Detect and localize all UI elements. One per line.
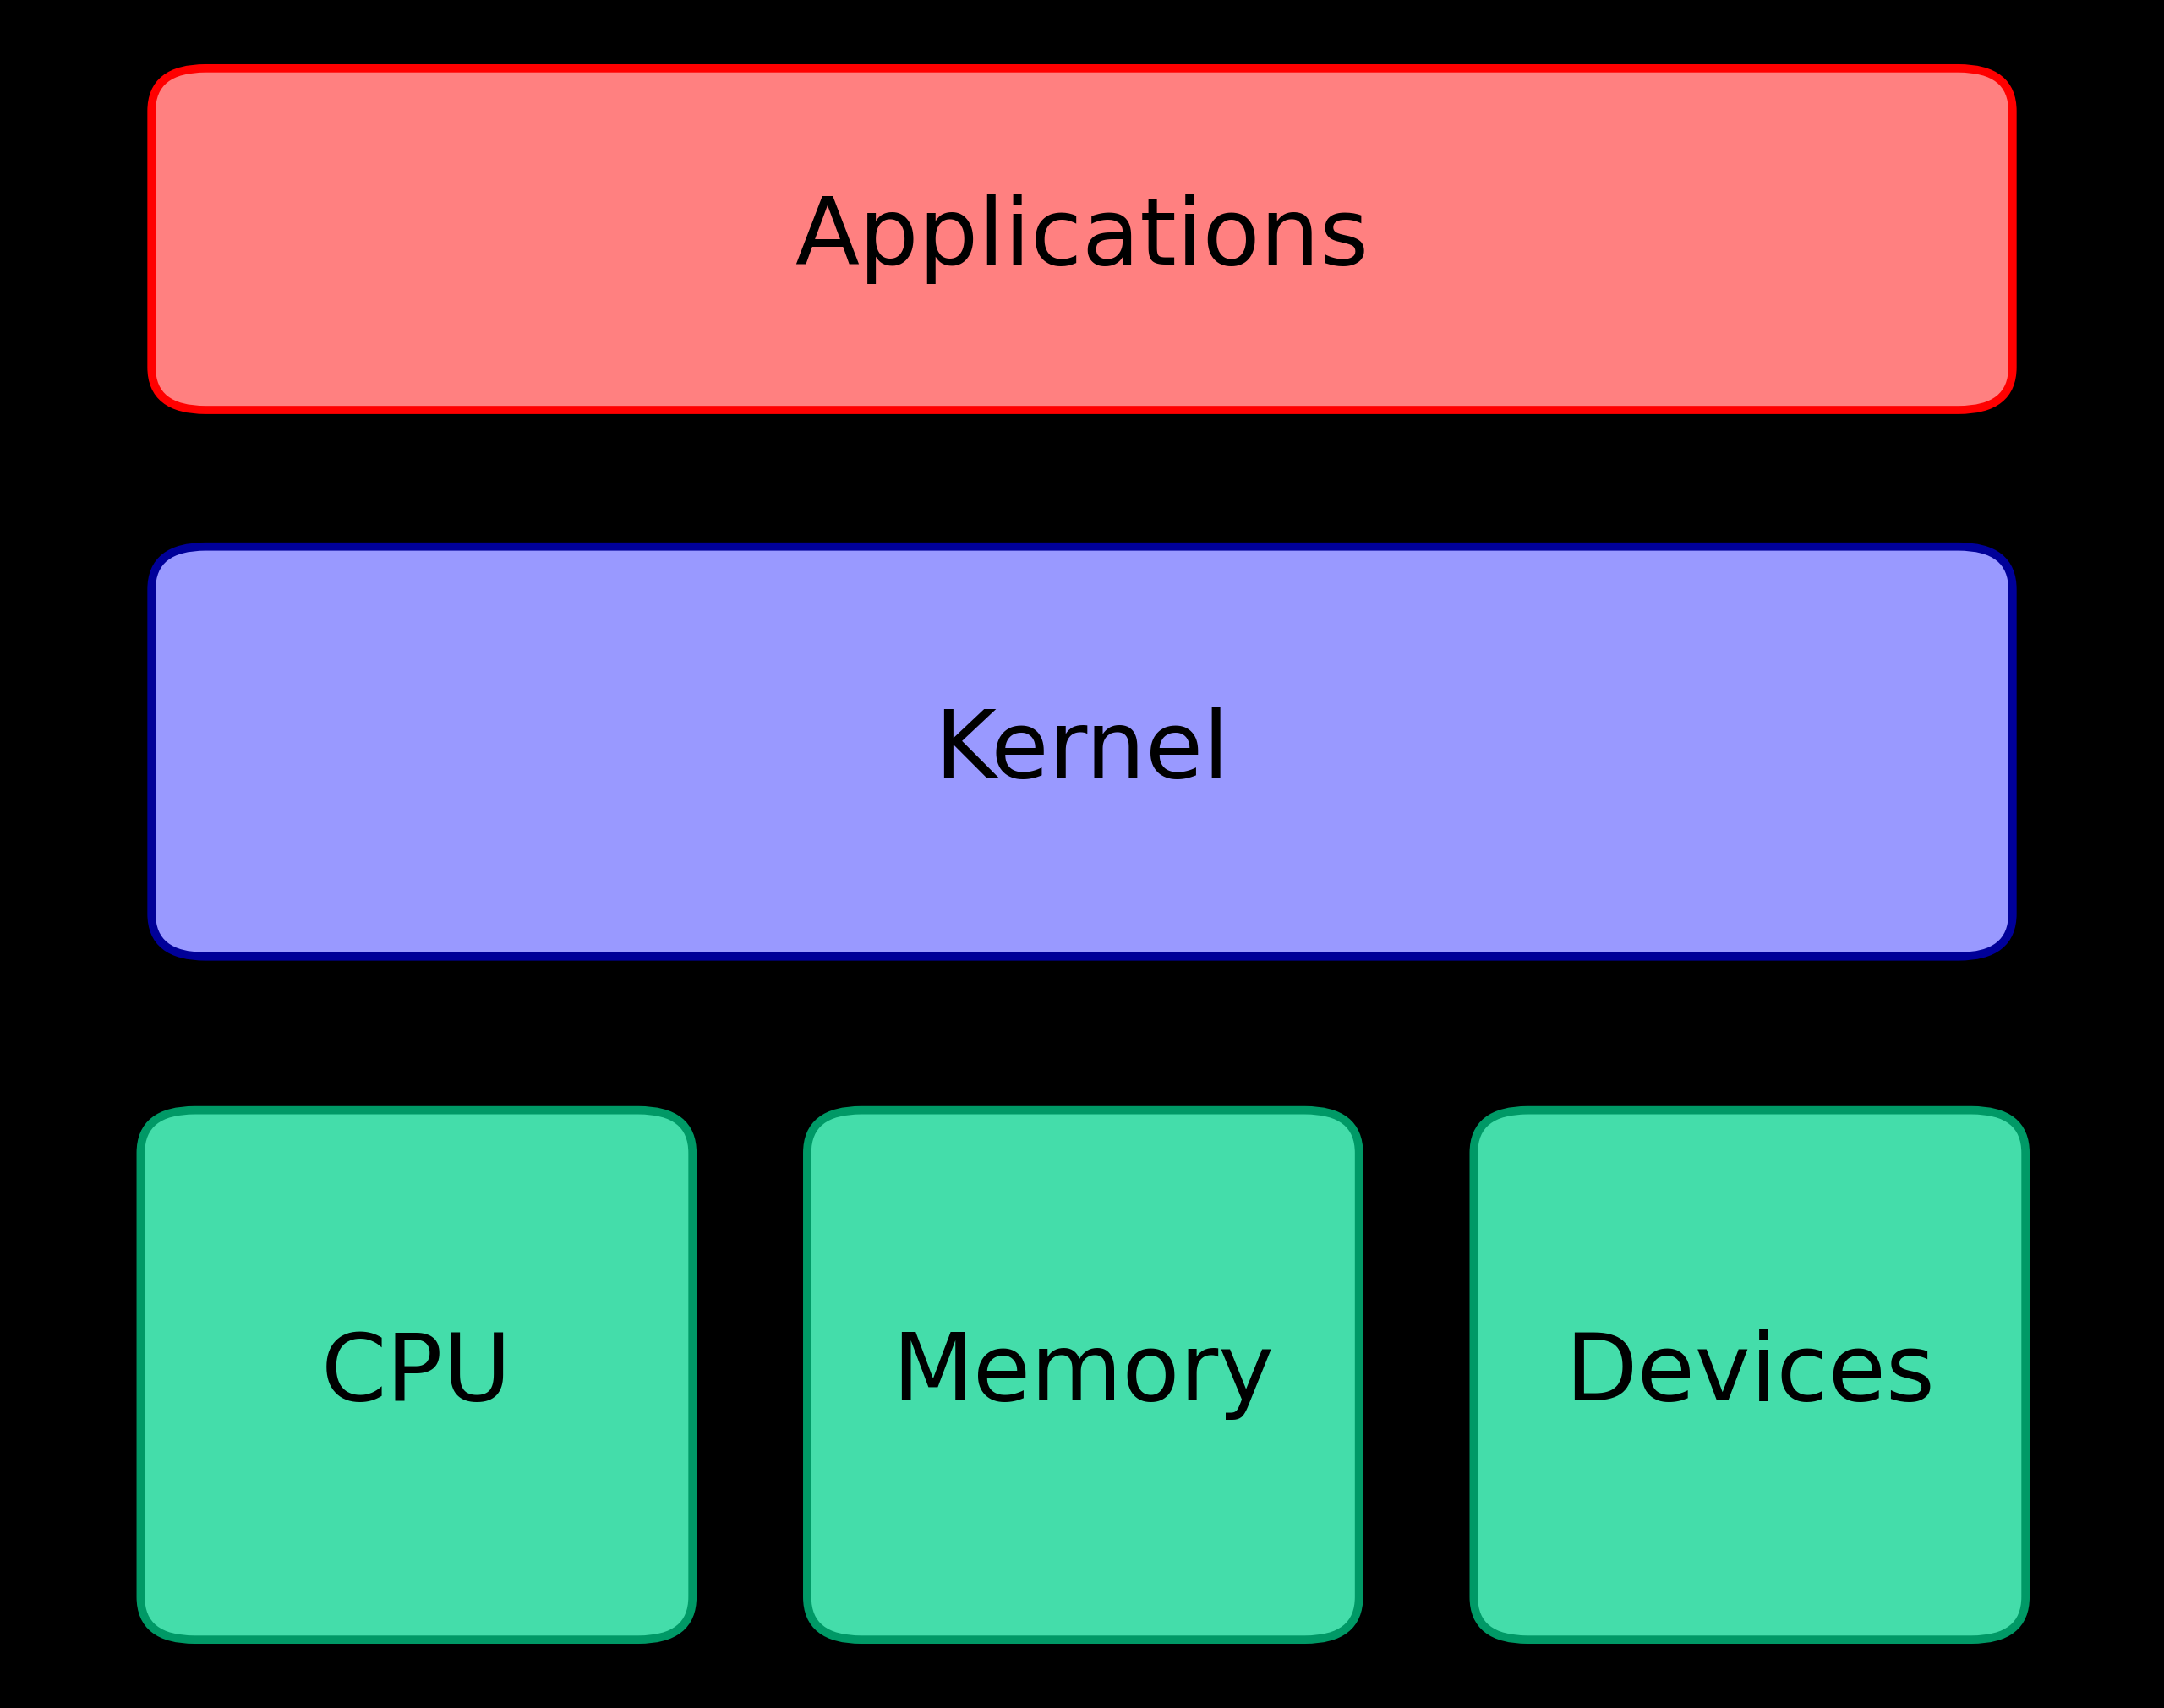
Text: Devices: Devices xyxy=(1565,1331,1935,1419)
Text: Kernel: Kernel xyxy=(935,707,1229,796)
FancyBboxPatch shape xyxy=(141,1110,692,1640)
Text: Applications: Applications xyxy=(794,195,1370,284)
FancyBboxPatch shape xyxy=(151,68,2013,410)
FancyBboxPatch shape xyxy=(1474,1110,2026,1640)
Text: Memory: Memory xyxy=(892,1331,1275,1419)
FancyBboxPatch shape xyxy=(151,547,2013,956)
FancyBboxPatch shape xyxy=(807,1110,1359,1640)
Text: CPU: CPU xyxy=(320,1331,513,1419)
